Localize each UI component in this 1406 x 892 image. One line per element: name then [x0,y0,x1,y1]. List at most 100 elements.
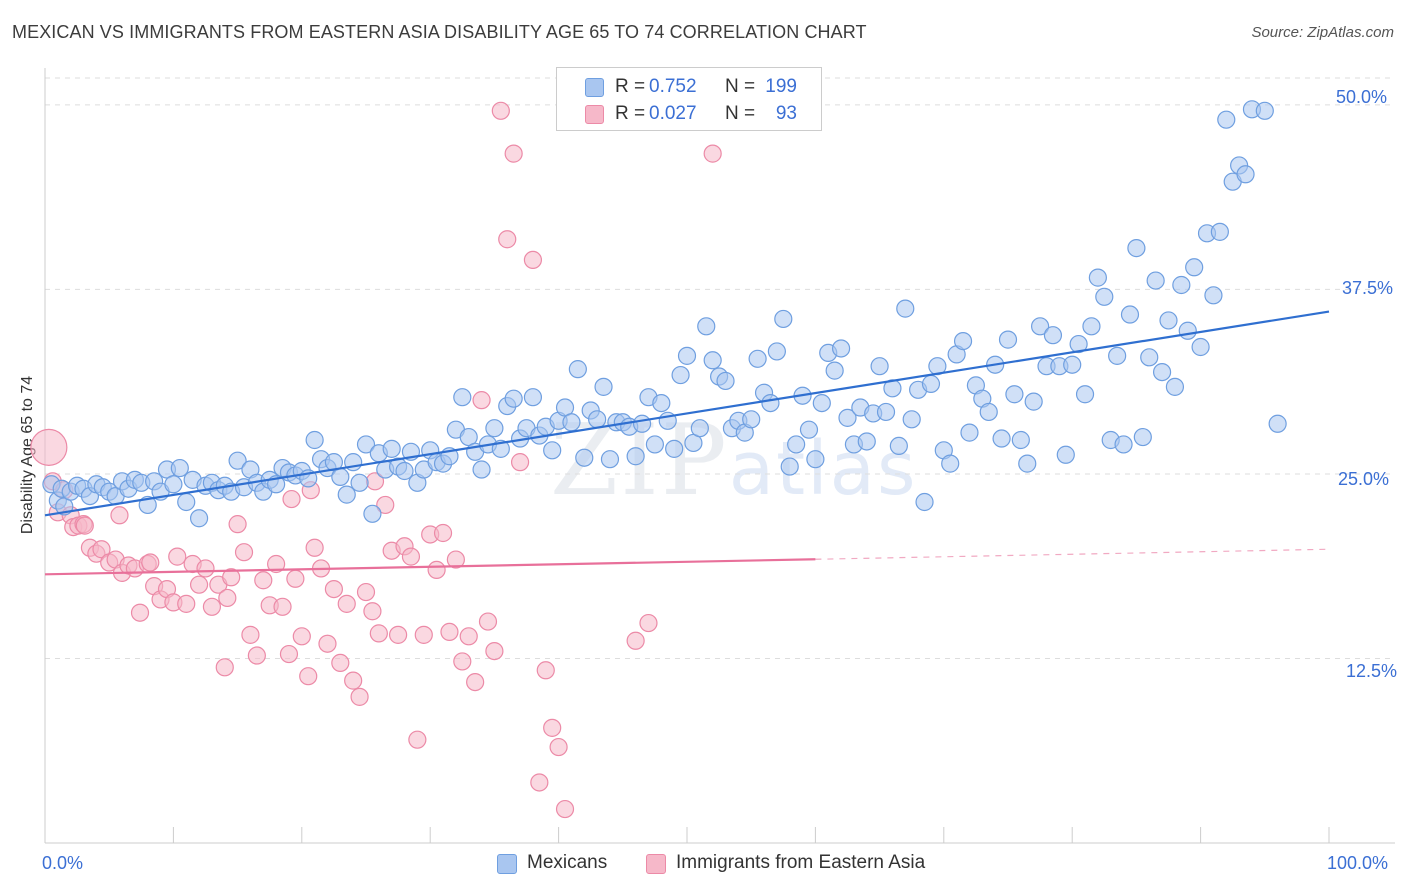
data-point-eastern-asia [254,571,273,590]
y-tick-label-50: 50.0% [1336,87,1388,107]
data-point-eastern-asia [75,516,94,535]
data-point-mexicans [568,360,587,379]
legend-row-mexicans: R = 0.752 N = 199 [557,73,821,101]
data-point-mexicans [857,432,876,451]
data-point-eastern-asia [363,602,382,621]
data-point-mexicans [812,393,831,413]
data-point-eastern-asia [273,597,292,616]
data-point-mexicans [748,349,767,368]
legend-r-value: 0.752 [649,76,697,97]
data-point-mexicans [189,509,209,528]
data-point-mexicans [716,371,735,391]
data-point-mexicans [453,388,472,407]
data-point-mexicans [697,317,716,336]
data-point-mexicans [1082,317,1101,336]
legend-swatch-eastern-asia [646,854,666,874]
legend-label-eastern-asia: Immigrants from Eastern Asia [676,852,926,873]
data-point-mexicans [504,389,523,408]
data-point-mexicans [953,331,973,351]
data-point-mexicans [164,475,183,494]
data-point-mexicans [742,410,761,429]
data-point-mexicans [1165,377,1185,396]
data-point-eastern-asia [337,594,356,613]
data-point-mexicans [350,473,369,492]
data-point-eastern-asia [369,624,388,643]
data-point-eastern-asia [401,547,421,566]
data-point-eastern-asia [299,667,318,686]
data-point-eastern-asia [356,582,376,602]
data-point-eastern-asia [389,625,408,644]
data-point-eastern-asia [130,603,150,622]
data-point-eastern-asia [110,506,129,525]
data-point-mexicans [998,330,1018,349]
data-point-mexicans [1095,287,1114,306]
data-point-mexicans [1011,430,1030,450]
legend-n-value: 93 [775,103,797,124]
data-point-mexicans [645,435,665,454]
data-point-eastern-asia [639,613,658,633]
data-point-eastern-asia [177,594,196,613]
data-point-mexicans [1133,427,1152,447]
data-point-mexicans [915,492,934,512]
data-point-mexicans [1178,321,1197,340]
legend-n-label: N = [725,76,756,97]
data-point-mexicans [1018,454,1037,473]
data-point-mexicans [363,504,382,523]
data-point-mexicans [992,429,1011,448]
legend-swatch-mexicans [497,854,517,874]
data-point-mexicans [825,361,844,380]
data-point-eastern-asia [504,144,523,163]
data-point-mexicans [870,357,889,376]
data-point-eastern-asia [344,671,363,690]
data-point-mexicans [356,435,376,454]
legend-series: Mexicans Immigrants from Eastern Asia [0,851,1406,879]
data-point-eastern-asia [350,687,369,706]
data-point-mexicans [575,448,594,467]
data-point-eastern-asia [543,718,562,737]
data-point-mexicans [1191,337,1210,357]
data-point-eastern-asia [491,101,510,120]
data-point-eastern-asia [324,579,343,599]
data-point-eastern-asia [408,730,427,749]
data-point-eastern-asia [279,644,299,664]
data-point-eastern-asia [466,672,485,692]
data-point-mexicans [331,467,350,487]
data-point-eastern-asia [549,737,568,757]
data-point-eastern-asia [478,612,498,631]
data-point-mexicans [1114,435,1133,454]
data-point-eastern-asia [498,230,517,249]
data-point-eastern-asia [331,653,350,673]
data-point-mexicans [395,461,414,481]
legend-n-value: 199 [765,76,797,97]
data-point-mexicans [1088,268,1107,287]
trendline-mexicans [44,310,1330,517]
data-point-mexicans [523,388,543,407]
data-point-mexicans [305,430,324,450]
data-point-mexicans [1127,238,1146,258]
data-point-eastern-asia [234,543,254,562]
data-point-mexicans [690,419,709,438]
data-point-mexicans [626,447,645,466]
legend-r-label: R = [615,103,646,124]
data-point-eastern-asia [292,627,311,646]
data-point-eastern-asia [196,559,215,578]
data-point-eastern-asia [472,391,491,410]
data-point-eastern-asia [427,560,446,580]
data-point-mexicans [1030,317,1050,336]
x-tick-label-min: 0.0% [42,853,84,873]
data-point-mexicans [1120,305,1140,324]
data-point-eastern-asia [282,489,301,509]
data-point-eastern-asia [218,588,237,608]
data-point-eastern-asia [536,661,555,680]
data-point-eastern-asia [530,773,549,792]
data-point-mexicans [588,410,607,429]
data-point-mexicans [799,420,819,439]
data-point-mexicans [1159,311,1178,330]
legend-row-eastern-asia: R = 0.027 N = 93 [557,100,821,128]
x-tick-label-max: 100.0% [1327,853,1389,873]
legend-r-label: R = [615,76,646,97]
data-point-eastern-asia [30,428,68,466]
data-point-mexicans [921,374,941,394]
data-point-mexicans [960,423,979,442]
